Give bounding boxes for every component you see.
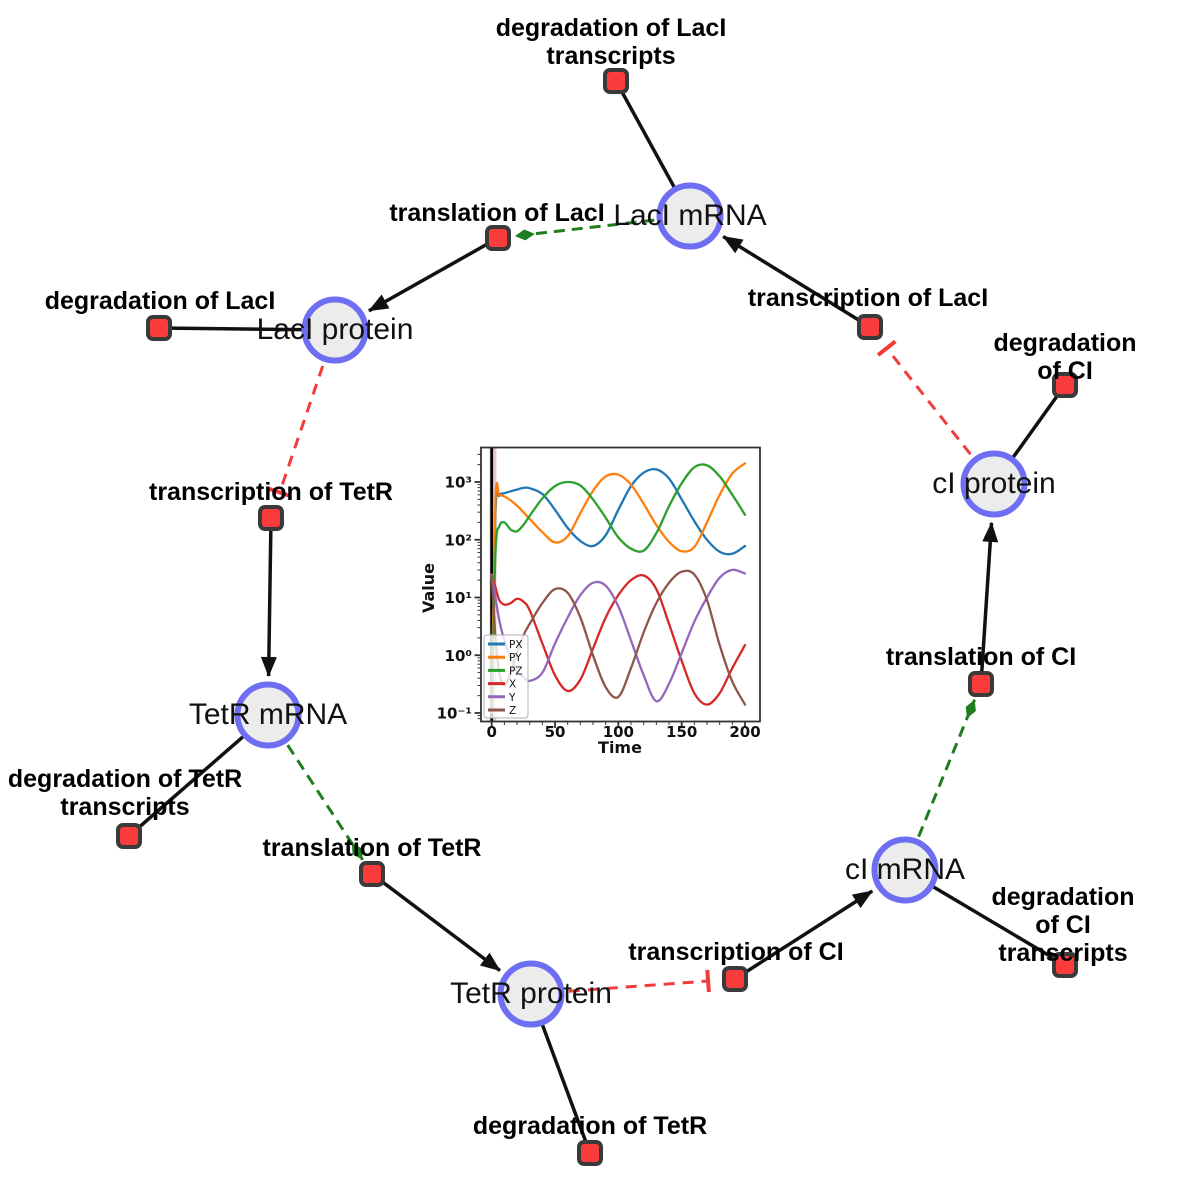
reaction-label-transcription-ci: transcription of CI bbox=[628, 938, 844, 966]
species-node-tetr-protein[interactable] bbox=[497, 960, 565, 1028]
edge-production-transcription-ci-to-ci-mrna bbox=[734, 889, 874, 981]
reaction-node-translation-laci[interactable] bbox=[485, 225, 511, 251]
x-axis-title: Time bbox=[598, 738, 642, 757]
reaction-node-degradation-ci[interactable] bbox=[1052, 372, 1078, 398]
legend-label-PZ: PZ bbox=[509, 665, 523, 677]
species-label-laci-mrna: LacI mRNA bbox=[613, 199, 767, 232]
svg-text:150: 150 bbox=[666, 723, 697, 741]
series-curve-Y bbox=[490, 568, 747, 703]
series-curve-X bbox=[490, 573, 747, 706]
reaction-label-degradation-ci-transcripts: degradation of CI transcripts bbox=[991, 883, 1135, 967]
species-label-tetr-protein: TetR protein bbox=[450, 977, 612, 1010]
edge-modifier-ci-mrna-to-translation-ci bbox=[903, 699, 976, 871]
series-curve-PZ bbox=[490, 463, 747, 715]
reaction-label-degradation-tetr: degradation of TetR bbox=[472, 1112, 708, 1140]
species-node-ci-protein[interactable] bbox=[960, 450, 1028, 518]
svg-text:200: 200 bbox=[729, 723, 760, 741]
reaction-node-transcription-laci[interactable] bbox=[857, 314, 883, 340]
reaction-node-degradation-laci-transcripts[interactable] bbox=[603, 68, 629, 94]
reaction-node-translation-tetr[interactable] bbox=[359, 861, 385, 887]
species-node-tetr-mrna[interactable] bbox=[234, 681, 302, 749]
edge-production-transcription-tetr-to-tetr-mrna bbox=[260, 517, 277, 677]
species-label-laci-protein: LacI protein bbox=[256, 313, 414, 346]
legend-label-Y: Y bbox=[508, 692, 516, 704]
edge-production-translation-laci-to-laci-protein bbox=[368, 236, 499, 313]
species-label-ci-protein: cI protein bbox=[932, 467, 1056, 500]
legend-label-PX: PX bbox=[509, 639, 523, 651]
reaction-node-degradation-tetr-transcripts[interactable] bbox=[116, 823, 142, 849]
edge-production-translation-ci-to-ci-protein bbox=[979, 521, 999, 685]
species-node-laci-mrna[interactable] bbox=[656, 182, 724, 250]
species-label-ci-mrna: cI mRNA bbox=[845, 853, 965, 886]
species-node-laci-protein[interactable] bbox=[301, 296, 369, 364]
legend-label-Z: Z bbox=[509, 705, 516, 717]
edge-modifier-laci-mrna-to-translation-laci bbox=[514, 214, 691, 241]
species-label-tetr-mrna: TetR mRNA bbox=[188, 698, 348, 731]
reaction-label-translation-tetr: translation of TetR bbox=[262, 834, 482, 862]
reaction-node-degradation-ci-transcripts[interactable] bbox=[1052, 952, 1078, 978]
svg-text:10²: 10² bbox=[445, 531, 472, 549]
svg-text:10⁰: 10⁰ bbox=[445, 647, 472, 665]
reaction-label-transcription-tetr: transcription of TetR bbox=[149, 478, 393, 506]
legend-label-PY: PY bbox=[509, 652, 522, 664]
reaction-node-translation-ci[interactable] bbox=[968, 671, 994, 697]
reaction-label-translation-ci: translation of CI bbox=[885, 643, 1077, 671]
reaction-label-degradation-ci: degradation of CI bbox=[993, 329, 1137, 385]
edge-production-transcription-laci-to-laci-mrna bbox=[722, 235, 871, 329]
reaction-label-degradation-laci-transcripts: degradation of LacI transcripts bbox=[495, 14, 727, 70]
reaction-label-transcription-laci: transcription of LacI bbox=[747, 284, 989, 312]
reaction-label-degradation-tetr-transcripts: degradation of TetR transcripts bbox=[7, 765, 243, 821]
edge-production-translation-tetr-to-tetr-protein bbox=[370, 872, 501, 972]
series-curve-Z bbox=[490, 569, 747, 706]
svg-text:0: 0 bbox=[486, 723, 496, 741]
svg-text:50: 50 bbox=[545, 723, 566, 741]
series-curve-PX bbox=[490, 467, 747, 715]
species-node-ci-mrna[interactable] bbox=[871, 836, 939, 904]
svg-text:10³: 10³ bbox=[445, 474, 472, 492]
svg-text:100: 100 bbox=[603, 723, 634, 741]
y-axis-title: Value bbox=[420, 563, 438, 613]
chart-ticks: 0 50 100 150 200 10³ 10² 10¹ 10⁰ 10⁻¹ bbox=[437, 453, 761, 741]
chart-axes-frame bbox=[480, 446, 761, 723]
reaction-label-translation-laci: translation of LacI bbox=[389, 199, 605, 227]
series-curve-PY bbox=[490, 462, 747, 715]
reaction-node-degradation-laci[interactable] bbox=[146, 315, 172, 341]
time-series-inset-chart: 0 50 100 150 200 10³ 10² 10¹ 10⁰ 10⁻¹ Time Value … bbox=[419, 430, 780, 770]
svg-text:10¹: 10¹ bbox=[445, 589, 472, 607]
reaction-node-degradation-tetr[interactable] bbox=[577, 1140, 603, 1166]
reaction-node-transcription-ci[interactable] bbox=[722, 966, 748, 992]
svg-text:10⁻¹: 10⁻¹ bbox=[437, 705, 472, 723]
reaction-node-transcription-tetr[interactable] bbox=[258, 505, 284, 531]
legend-label-X: X bbox=[509, 679, 516, 691]
reaction-label-degradation-laci: degradation of LacI bbox=[44, 287, 276, 315]
